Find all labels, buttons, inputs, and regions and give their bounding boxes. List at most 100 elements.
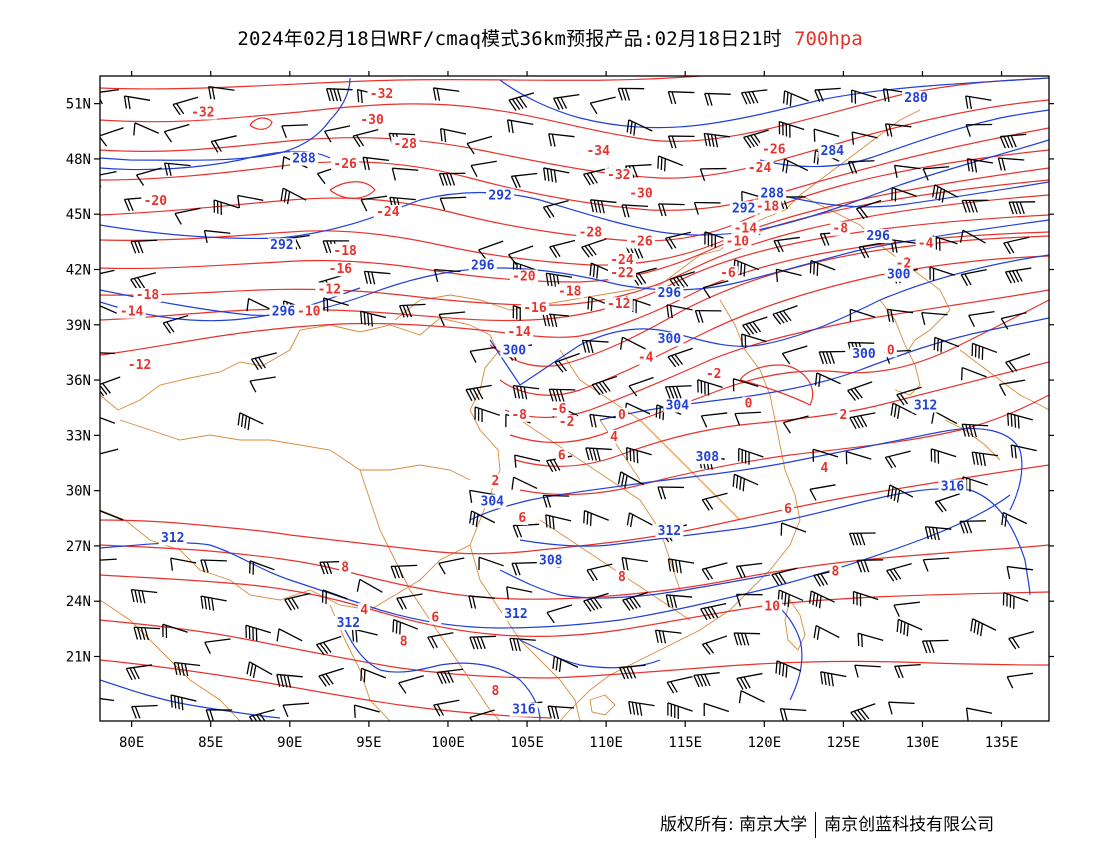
- height-label-bg: [536, 553, 565, 568]
- wind-barb: [852, 590, 879, 607]
- wind-barb: [200, 595, 227, 611]
- temperature-label-bg: [762, 599, 783, 614]
- wind-barb: [1006, 565, 1034, 580]
- wind-barb: [468, 595, 495, 609]
- wind-barb: [1008, 201, 1036, 215]
- temperature-label: -32: [191, 106, 214, 121]
- wind-barb: [667, 347, 693, 368]
- wind-barb: [743, 129, 769, 149]
- temperature-label: -24: [748, 161, 772, 176]
- x-tick-label: 120E: [747, 735, 781, 751]
- temperature-label: -18: [333, 244, 357, 259]
- wind-barb: [130, 589, 158, 604]
- wind-barb: [622, 592, 648, 611]
- temperature-label-bg: [555, 284, 584, 299]
- wind-barb: [172, 96, 199, 116]
- wind-barb: [773, 236, 800, 253]
- wind-barb: [170, 557, 197, 571]
- wind-barb: [891, 187, 917, 202]
- wind-barb: [545, 272, 573, 288]
- wind-barb: [621, 557, 648, 571]
- temperature-label: 6: [784, 502, 792, 517]
- pressure-level: 700hpa: [794, 28, 863, 50]
- plot-background: [100, 76, 1049, 721]
- y-tick-label: 24N: [66, 594, 91, 610]
- height-label: 316: [512, 703, 536, 718]
- temperature-label-bg: [829, 564, 842, 579]
- wind-barb: [396, 593, 423, 610]
- wind-barb: [771, 567, 798, 586]
- wind-barb: [701, 492, 728, 511]
- wind-barb: [250, 352, 277, 371]
- wind-barb: [854, 664, 881, 678]
- wind-barb: [586, 563, 613, 582]
- wind-barb: [932, 184, 959, 203]
- wind-barb: [509, 637, 536, 652]
- height-label: 292: [732, 201, 755, 216]
- temperature-label: 8: [341, 561, 349, 576]
- wind-barb: [890, 402, 917, 419]
- wind-barb: [514, 454, 541, 468]
- temperature-label: -4: [638, 351, 654, 366]
- height-label-bg: [902, 90, 931, 105]
- wind-barb: [921, 311, 948, 326]
- wind-barb: [204, 638, 231, 654]
- temperature-label-bg: [615, 407, 628, 422]
- wind-barb: [466, 135, 493, 155]
- wind-barb: [478, 556, 504, 570]
- wind-barb: [581, 238, 607, 258]
- height-label-bg: [655, 523, 684, 538]
- wind-barb: [694, 309, 722, 323]
- height-label-bg: [501, 606, 530, 621]
- wind-barb: [931, 410, 958, 425]
- temperature-label: -18: [136, 288, 160, 303]
- height-label: 296: [658, 286, 682, 301]
- wind-barb: [625, 446, 652, 464]
- temperature-label-bg: [608, 429, 621, 444]
- height-label: 312: [914, 399, 937, 414]
- wind-barb: [736, 672, 763, 690]
- wind-barb: [100, 269, 115, 275]
- inner-province-border-1: [119, 419, 471, 481]
- wind-barb: [782, 90, 809, 107]
- wind-barb: [849, 532, 876, 546]
- wind-barb: [617, 87, 645, 101]
- wind-barb: [174, 207, 201, 225]
- temperature-label: 6: [558, 448, 566, 463]
- footer-separator: [815, 812, 817, 838]
- wind-barb: [896, 386, 922, 406]
- height-label: 296: [272, 305, 296, 320]
- wind-barb: [849, 412, 876, 430]
- korea-outline: [879, 299, 921, 396]
- temperature-label-bg: [133, 287, 162, 302]
- hainan-outline: [589, 694, 616, 716]
- x-axis: 80E 85E 90E 95E 100E 105E 110E 115E 120E 125E 130E…: [119, 71, 1018, 751]
- wind-barb: [470, 160, 497, 177]
- temperature-label-bg: [635, 350, 656, 365]
- wind-barb: [884, 123, 912, 137]
- temperature-label-bg: [717, 265, 738, 280]
- temperature-label-bg: [837, 407, 850, 422]
- title-text: 2024年02月18日WRF/cmaq模式36km预报产品:02月18日21时: [237, 28, 782, 50]
- wind-barb: [732, 378, 759, 392]
- wind-barb: [965, 707, 993, 721]
- height-label: 304: [666, 399, 690, 414]
- temperature-label-bg: [830, 221, 851, 236]
- wind-barb: [619, 664, 646, 680]
- temperature-label-bg: [367, 87, 396, 102]
- temperature-labels: -32-32-30-28-26-20-24-18-16-12-10-18-14-…: [117, 87, 936, 699]
- x-tick-label: 80E: [119, 735, 144, 751]
- wind-barb: [703, 132, 731, 148]
- wind-barb: [552, 655, 579, 672]
- temperature-label-bg: [509, 407, 530, 422]
- temperature-label-bg: [753, 199, 782, 214]
- inner-china-borders: [519, 349, 741, 621]
- wind-barb: [779, 708, 807, 721]
- x-tick-label: 100E: [431, 735, 465, 751]
- wind-barb: [700, 602, 727, 621]
- height-label-bg: [864, 229, 893, 244]
- wind-barb: [130, 239, 158, 254]
- wind-barb: [628, 376, 654, 397]
- temperature-label-bg: [615, 569, 628, 584]
- height-label: 316: [941, 480, 965, 495]
